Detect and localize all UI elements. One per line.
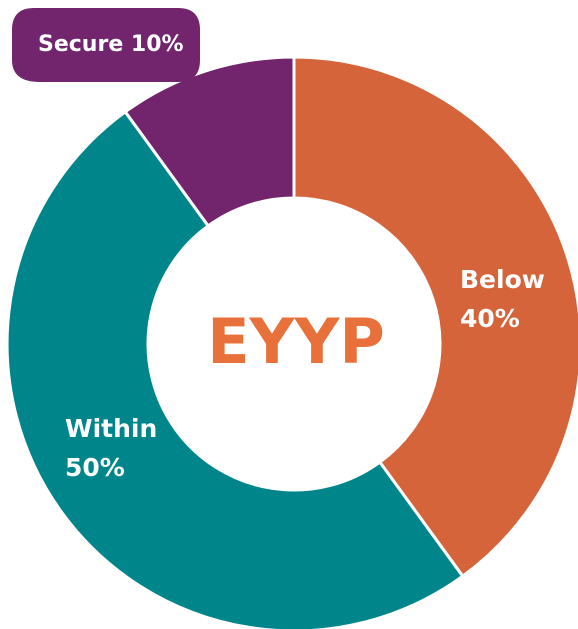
label-badge — [12, 8, 200, 82]
value-label: 10% — [131, 32, 184, 57]
center-text: EYYP — [207, 305, 385, 378]
category-name: Below — [460, 265, 545, 294]
slice — [123, 55, 296, 228]
slice — [292, 55, 578, 579]
slice-label: Secure 10% — [38, 32, 184, 57]
category-name: Secure — [38, 32, 123, 57]
slice — [5, 109, 465, 629]
value-label: 40% — [460, 304, 520, 333]
category-name: Within — [65, 414, 157, 443]
value-label: 50% — [65, 453, 125, 482]
